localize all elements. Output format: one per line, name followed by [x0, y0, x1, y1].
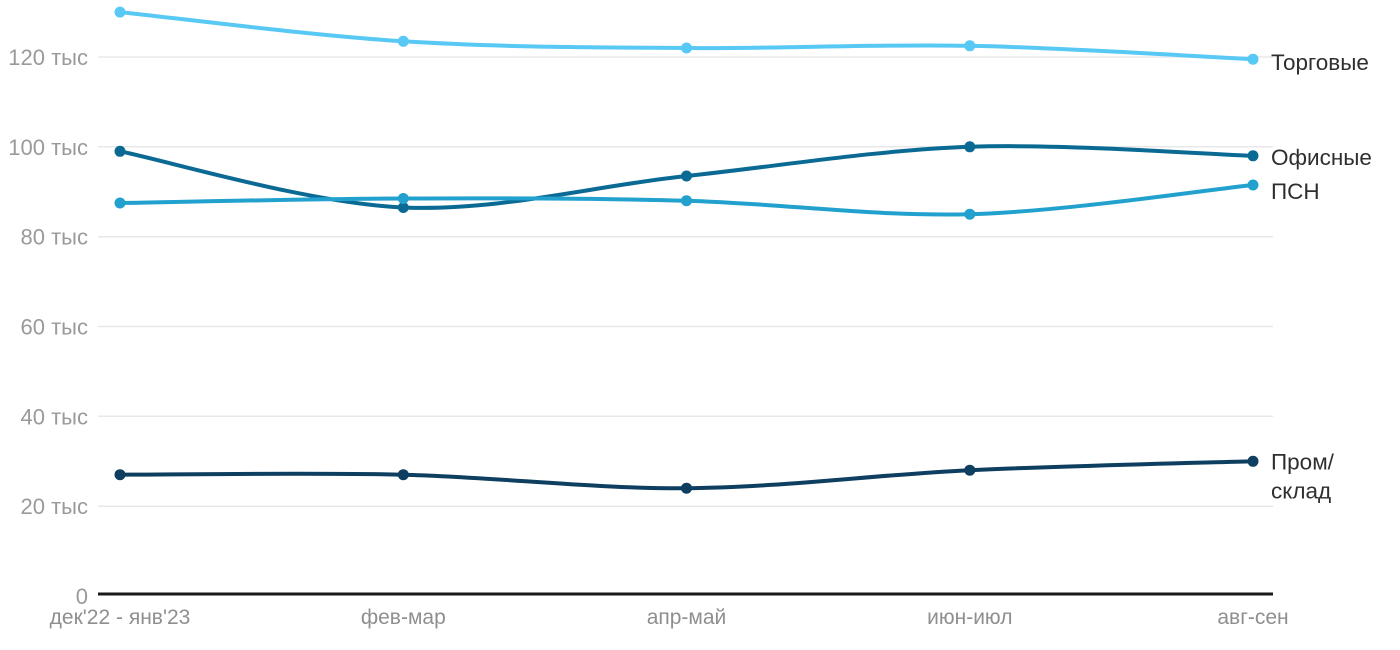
- y-tick-label: 60 тыс: [21, 315, 88, 340]
- data-point-dot[interactable]: [964, 40, 976, 52]
- data-point-dot[interactable]: [1247, 150, 1259, 162]
- gridlines-group: [98, 56, 1273, 507]
- data-point-dot[interactable]: [397, 202, 409, 213]
- x-axis-label: июн-июл: [927, 606, 1012, 629]
- data-point-dot[interactable]: [964, 464, 976, 476]
- y-axis-labels-group: 0 20 тыс 40 тыс 60 тыс 80 тыс 100 тыс 120 тыс: [8, 45, 88, 609]
- series-lines-group: [114, 6, 1259, 494]
- x-axis-label: апр-май: [647, 606, 727, 629]
- data-point-dot[interactable]: [397, 193, 409, 204]
- x-axis-label: дек'22 - янв'23: [50, 606, 191, 629]
- data-point-dot[interactable]: [114, 6, 126, 18]
- data-point-dot[interactable]: [681, 482, 692, 494]
- series-end-label: Пром/: [1271, 449, 1335, 474]
- data-point-dot[interactable]: [964, 208, 976, 220]
- series-end-label: Офисные: [1271, 145, 1372, 170]
- x-axis-group: дек'22 - янв'23 фев-мар апр-май июн-июл авг-…: [50, 592, 1289, 629]
- data-point-dot[interactable]: [681, 195, 692, 207]
- x-axis-label: фев-мар: [361, 606, 446, 629]
- series-end-label: склад: [1271, 478, 1331, 503]
- data-point-dot[interactable]: [1247, 455, 1259, 467]
- series-end-label: Торговые: [1271, 50, 1369, 75]
- y-tick-label: 40 тыс: [21, 404, 88, 429]
- y-tick-label: 20 тыс: [21, 494, 88, 519]
- data-point-dot[interactable]: [397, 35, 409, 47]
- data-point-dot[interactable]: [114, 145, 126, 157]
- x-axis-label: авг-сен: [1217, 606, 1288, 629]
- data-point-dot[interactable]: [1247, 179, 1259, 191]
- data-point-dot[interactable]: [397, 469, 409, 481]
- y-tick-label: 80 тыс: [21, 225, 88, 250]
- series-labels-group: Торговые Офисные ПСН Пром/склад: [1271, 50, 1372, 503]
- data-point-dot[interactable]: [114, 197, 126, 209]
- y-tick-label: 0: [76, 584, 88, 609]
- data-point-dot[interactable]: [681, 42, 692, 54]
- y-tick-label: 100 тыс: [8, 135, 88, 160]
- y-tick-label: 120 тыс: [8, 45, 88, 70]
- data-point-dot[interactable]: [1247, 53, 1259, 65]
- series-end-label: ПСН: [1271, 179, 1320, 204]
- data-point-dot[interactable]: [681, 170, 692, 182]
- data-point-dot[interactable]: [114, 469, 126, 481]
- data-point-dot[interactable]: [964, 141, 976, 153]
